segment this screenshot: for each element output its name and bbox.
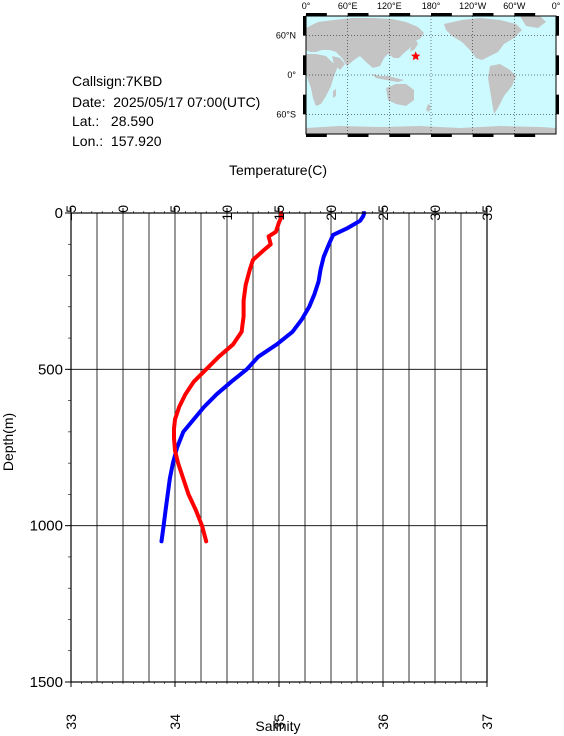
- bottom-axis-tick-label: 34: [167, 714, 183, 730]
- land-eurasia: [306, 18, 424, 68]
- y-axis-tick-label: 0: [55, 205, 63, 222]
- world-map: 0° 60°E 120°E 180° 120°W 60°W 0° 60°N 0° 60°S: [276, 1, 561, 137]
- map-border-band: [556, 55, 559, 75]
- land-africa: [306, 54, 338, 106]
- land-arabia: [332, 56, 345, 70]
- map-border-band: [514, 13, 536, 16]
- map-lon-label: 0°: [552, 1, 561, 11]
- top-axis-tick-label: 5: [167, 205, 183, 213]
- map-border-band: [472, 13, 494, 16]
- land-japan: [410, 40, 418, 51]
- map-border-band: [306, 134, 327, 137]
- map-border-band: [347, 13, 369, 16]
- lat-value: 28.590: [110, 113, 154, 129]
- bottom-axis-tick-label: 35: [271, 714, 287, 730]
- map-border-band: [431, 13, 452, 16]
- map-border-band: [389, 13, 411, 16]
- chart-series: [159, 211, 367, 544]
- map-lat-label: 60°S: [276, 109, 296, 119]
- map-border-band: [389, 134, 411, 137]
- map-border-band: [472, 134, 494, 137]
- map-lat-label: 0°: [287, 70, 296, 80]
- land-indonesia: [372, 74, 404, 82]
- callsign-label: Callsign:: [72, 73, 126, 89]
- y-axis-tick-label: 1000: [30, 518, 63, 535]
- station-marker: [410, 51, 421, 61]
- y-axis-tick-label: 500: [38, 361, 63, 378]
- land-south-america: [488, 64, 516, 114]
- map-border-band: [303, 94, 306, 115]
- lat-label: Lat.:: [72, 113, 100, 129]
- land-madagascar: [333, 89, 336, 98]
- top-axis-label: Temperature(C): [229, 162, 327, 178]
- map-lon-label: 60°E: [338, 1, 358, 11]
- bottom-axis-label: Salinity: [255, 718, 300, 734]
- map-lon-label: 180°: [422, 1, 441, 11]
- map-border-band: [556, 16, 559, 36]
- salinity-profile-line: [172, 211, 284, 544]
- date-label: Date:: [72, 94, 106, 110]
- date-value: 2025/05/17 07:00(UTC): [113, 94, 261, 110]
- map-lat-label: 60°N: [276, 31, 296, 41]
- map-border-band: [347, 134, 369, 137]
- lon-value: 157.920: [110, 133, 162, 149]
- y-axis-label: Depth(m): [0, 413, 16, 471]
- map-frame: [303, 13, 559, 137]
- land-greenland: [520, 16, 546, 28]
- land-new-zealand: [426, 104, 431, 112]
- map-border-band: [303, 16, 306, 36]
- bottom-axis-tick-label: 37: [479, 714, 495, 730]
- map-lon-label: 60°W: [503, 1, 526, 11]
- map-border-band: [306, 13, 327, 16]
- map-lon-label: 120°E: [377, 1, 402, 11]
- map-border-band: [556, 94, 559, 115]
- map-lon-label: 0°: [302, 1, 311, 11]
- land-north-america: [444, 18, 522, 60]
- lon-label: Lon.:: [72, 133, 104, 149]
- y-axis-tick-label: 1500: [30, 674, 63, 691]
- temperature-profile-line: [159, 211, 367, 544]
- map-border-band: [431, 134, 452, 137]
- map-labels: 0° 60°E 120°E 180° 120°W 60°W 0° 60°N 0° 60°S: [276, 1, 561, 119]
- top-axis-tick-label: 0: [115, 205, 131, 213]
- chart-grid: [70, 212, 488, 683]
- bottom-axis-tick-label: 36: [375, 714, 391, 730]
- bottom-axis-tick-label: 33: [63, 714, 79, 730]
- star-icon: [410, 51, 421, 61]
- callsign-value: 7KBD: [125, 73, 163, 89]
- land-australia: [386, 84, 414, 106]
- map-lon-label: 120°W: [459, 1, 487, 11]
- map-border-band: [514, 134, 536, 137]
- map-border-band: [303, 55, 306, 75]
